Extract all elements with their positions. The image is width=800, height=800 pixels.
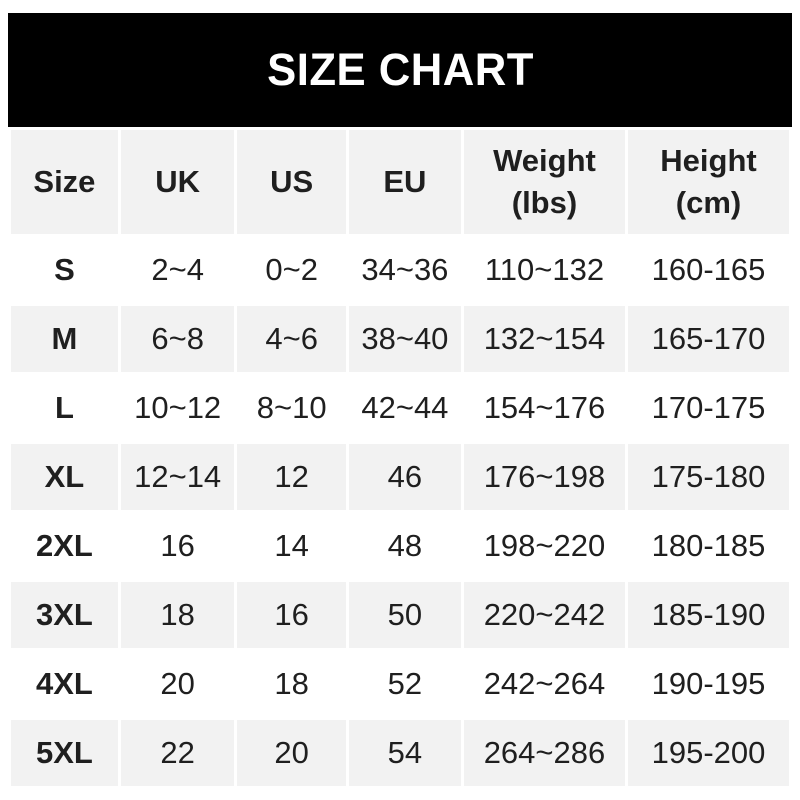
column-header-weight: Weight (lbs) [463, 130, 625, 234]
cell-eu: 38~40 [348, 306, 461, 372]
table-row: M 6~8 4~6 38~40 132~154 165-170 [11, 306, 789, 372]
column-header-eu: EU [348, 130, 461, 234]
cell-eu: 50 [348, 582, 461, 648]
column-header-size: Size [11, 130, 118, 234]
cell-height: 180-185 [627, 513, 789, 579]
cell-height: 185-190 [627, 582, 789, 648]
cell-weight: 264~286 [463, 720, 625, 786]
cell-uk: 20 [120, 651, 235, 717]
column-header-height: Height (cm) [627, 130, 789, 234]
cell-size: L [11, 375, 118, 441]
size-chart-table: Size UK US EU Weight (lbs) Height (cm) S 2~4 0~… [8, 127, 792, 789]
cell-uk: 12~14 [120, 444, 235, 510]
cell-uk: 18 [120, 582, 235, 648]
cell-size: XL [11, 444, 118, 510]
cell-eu: 48 [348, 513, 461, 579]
cell-height: 165-170 [627, 306, 789, 372]
cell-height: 175-180 [627, 444, 789, 510]
column-header-us: US [237, 130, 346, 234]
cell-size: 2XL [11, 513, 118, 579]
cell-us: 20 [237, 720, 346, 786]
cell-weight: 176~198 [463, 444, 625, 510]
cell-weight: 110~132 [463, 237, 625, 303]
cell-eu: 34~36 [348, 237, 461, 303]
table-row: L 10~12 8~10 42~44 154~176 170-175 [11, 375, 789, 441]
cell-eu: 52 [348, 651, 461, 717]
cell-eu: 54 [348, 720, 461, 786]
cell-eu: 42~44 [348, 375, 461, 441]
cell-size: 4XL [11, 651, 118, 717]
cell-us: 12 [237, 444, 346, 510]
column-header-uk: UK [120, 130, 235, 234]
cell-us: 14 [237, 513, 346, 579]
cell-size: M [11, 306, 118, 372]
table-row: S 2~4 0~2 34~36 110~132 160-165 [11, 237, 789, 303]
cell-height: 190-195 [627, 651, 789, 717]
cell-uk: 16 [120, 513, 235, 579]
cell-uk: 10~12 [120, 375, 235, 441]
cell-weight: 154~176 [463, 375, 625, 441]
table-row: 3XL 18 16 50 220~242 185-190 [11, 582, 789, 648]
cell-uk: 22 [120, 720, 235, 786]
cell-us: 16 [237, 582, 346, 648]
cell-height: 160-165 [627, 237, 789, 303]
cell-uk: 6~8 [120, 306, 235, 372]
cell-size: 3XL [11, 582, 118, 648]
cell-height: 170-175 [627, 375, 789, 441]
table-row: XL 12~14 12 46 176~198 175-180 [11, 444, 789, 510]
cell-weight: 220~242 [463, 582, 625, 648]
size-chart-banner: SIZE CHART [8, 13, 792, 127]
cell-us: 4~6 [237, 306, 346, 372]
cell-height: 195-200 [627, 720, 789, 786]
table-body: S 2~4 0~2 34~36 110~132 160-165 M 6~8 4~6 38~40 13… [11, 237, 789, 786]
table-row: 4XL 20 18 52 242~264 190-195 [11, 651, 789, 717]
table-row: 2XL 16 14 48 198~220 180-185 [11, 513, 789, 579]
cell-weight: 198~220 [463, 513, 625, 579]
table-row: 5XL 22 20 54 264~286 195-200 [11, 720, 789, 786]
header-row: Size UK US EU Weight (lbs) Height (cm) [11, 130, 789, 234]
size-chart-title: SIZE CHART [266, 44, 534, 95]
cell-weight: 242~264 [463, 651, 625, 717]
cell-size: 5XL [11, 720, 118, 786]
cell-us: 0~2 [237, 237, 346, 303]
cell-us: 8~10 [237, 375, 346, 441]
cell-weight: 132~154 [463, 306, 625, 372]
cell-eu: 46 [348, 444, 461, 510]
cell-size: S [11, 237, 118, 303]
cell-uk: 2~4 [120, 237, 235, 303]
cell-us: 18 [237, 651, 346, 717]
